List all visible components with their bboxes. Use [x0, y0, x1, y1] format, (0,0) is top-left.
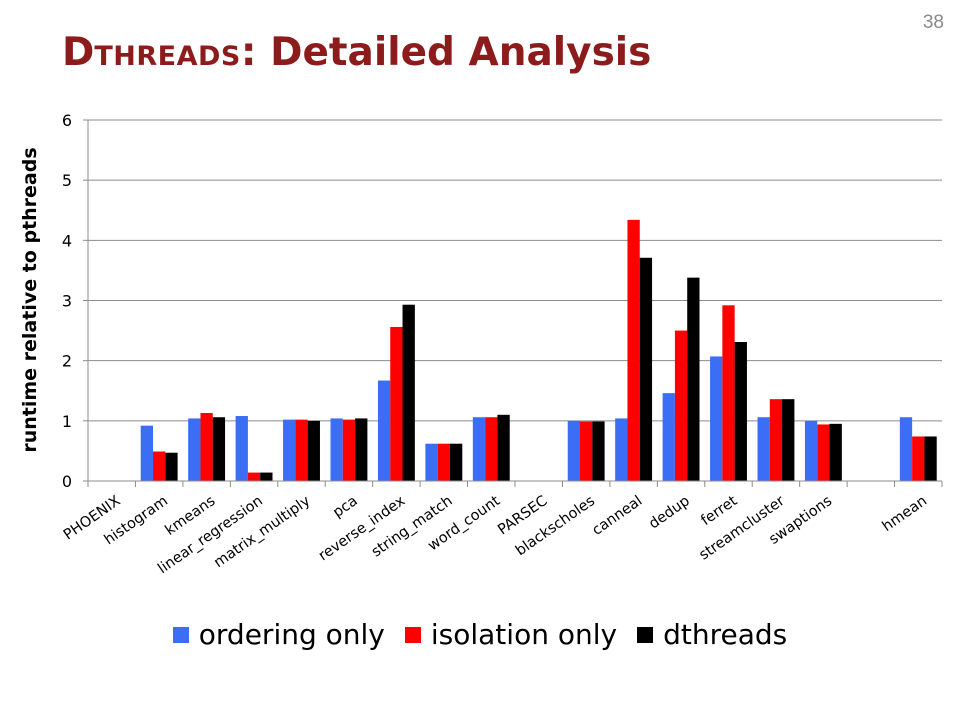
- bar-dthreads-streamcluster: [782, 399, 795, 481]
- gridlines: [88, 119, 942, 422]
- bar-isolation-only-blackscholes: [580, 421, 593, 481]
- bar-dthreads-kmeans: [212, 417, 226, 481]
- x-tick-label: canneal: [589, 493, 645, 539]
- y-tick-label: 2: [62, 352, 72, 371]
- bar-isolation-only-streamcluster: [769, 399, 783, 481]
- y-tick-label: 6: [62, 111, 72, 130]
- bars: [140, 219, 937, 482]
- bar-ordering-only-dedup: [662, 393, 675, 481]
- x-tick-label: pca: [330, 493, 361, 521]
- bar-isolation-only-matrix_multiply: [295, 419, 308, 481]
- slide-number: 38: [922, 12, 944, 33]
- legend-label: dthreads: [663, 618, 788, 651]
- y-tick-labels: 0 1 2 3 4 5 6: [62, 111, 72, 491]
- bar-dthreads-reverse_index: [402, 304, 415, 481]
- bar-ordering-only-ferret: [710, 356, 723, 481]
- bar-dthreads-hmean: [924, 436, 937, 481]
- x-tick-label: dedup: [646, 493, 693, 532]
- y-tick-label: 1: [62, 412, 72, 431]
- bar-isolation-only-linear_regression: [247, 472, 261, 481]
- y-axis-title: runtime relative to pthreads: [19, 147, 41, 452]
- bar-isolation-only-kmeans: [200, 413, 213, 481]
- y-tick-label: 5: [62, 171, 72, 190]
- bar-dthreads-histogram: [165, 452, 178, 481]
- x-tick-label: string_match: [369, 493, 456, 560]
- bar-ordering-only-kmeans: [188, 418, 201, 481]
- bar-dthreads-canneal: [639, 257, 653, 481]
- bar-ordering-only-word_count: [472, 417, 486, 481]
- bar-ordering-only-streamcluster: [757, 417, 770, 481]
- bar-chart: 0 1 2 3 4 5 6 PHOENIXhistogramkmeanslinear_reg…: [19, 111, 943, 577]
- bar-ordering-only-pca: [330, 418, 343, 481]
- legend-item-dthreads: dthreads: [637, 618, 787, 651]
- bar-ordering-only-histogram: [140, 425, 154, 481]
- bar-dthreads-dedup: [687, 277, 700, 481]
- bar-ordering-only-canneal: [615, 418, 628, 481]
- legend-label: isolation only: [430, 618, 618, 651]
- legend-swatch: [637, 626, 654, 643]
- bar-dthreads-word_count: [497, 414, 510, 481]
- bar-isolation-only-histogram: [153, 451, 166, 481]
- legend-item-isolation-only: isolation only: [404, 618, 618, 651]
- bar-isolation-only-ferret: [722, 305, 735, 481]
- y-tick-label: 4: [62, 231, 72, 250]
- bar-isolation-only-reverse_index: [390, 326, 403, 481]
- bar-ordering-only-linear_regression: [235, 416, 248, 481]
- axes: [83, 119, 943, 487]
- bar-isolation-only-dedup: [674, 330, 688, 481]
- slide-title: DTHREADS: Detailed Analysis: [62, 30, 651, 75]
- legend-label: ordering only: [198, 618, 385, 651]
- bar-dthreads-swaptions: [829, 423, 842, 481]
- bar-dthreads-matrix_multiply: [307, 420, 320, 481]
- legend-swatch: [404, 626, 421, 643]
- bar-ordering-only-matrix_multiply: [283, 419, 296, 481]
- x-tick-label: hmean: [880, 493, 930, 535]
- legend-item-ordering-only: ordering only: [172, 618, 385, 651]
- legend: ordering only isolation only dthreads: [0, 618, 960, 651]
- bar-dthreads-string_match: [449, 443, 463, 481]
- bar-ordering-only-blackscholes: [567, 420, 581, 481]
- bar-dthreads-pca: [355, 418, 368, 481]
- bar-ordering-only-swaptions: [804, 420, 818, 481]
- legend-swatch: [172, 626, 189, 643]
- title-rest: : Detailed Analysis: [240, 30, 652, 75]
- bar-dthreads-ferret: [734, 342, 747, 481]
- y-tick-label: 3: [62, 292, 72, 311]
- bar-isolation-only-pca: [342, 419, 356, 481]
- title-smallcaps: THREADS: [94, 41, 241, 72]
- bar-ordering-only-hmean: [899, 417, 913, 481]
- bar-dthreads-linear_regression: [260, 472, 273, 481]
- x-tick-labels: PHOENIXhistogramkmeanslinear_regressionm…: [61, 493, 930, 577]
- bar-isolation-only-word_count: [485, 417, 498, 481]
- bar-isolation-only-canneal: [627, 219, 640, 482]
- bar-isolation-only-swaptions: [817, 424, 830, 481]
- bar-ordering-only-reverse_index: [377, 380, 391, 481]
- y-tick-label: 0: [62, 472, 72, 491]
- bar-isolation-only-string_match: [437, 443, 450, 481]
- bar-isolation-only-hmean: [912, 436, 925, 481]
- title-initial: D: [62, 30, 95, 75]
- bar-ordering-only-string_match: [425, 443, 438, 481]
- bar-dthreads-blackscholes: [592, 421, 605, 481]
